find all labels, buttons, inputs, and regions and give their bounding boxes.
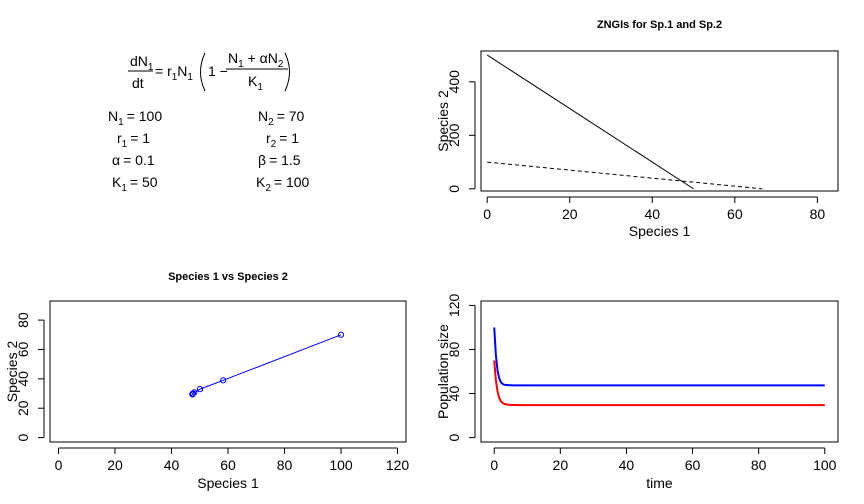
phase-x-tick-label: 20 [107,457,123,473]
zngi-chart: ZNGIs for Sp.1 and Sp.20 20 40 60 800200400S… [435,19,839,239]
timeseries-y-tick-label: 40 [446,386,462,402]
phase-title: Species 1 vs Species 2 [168,271,288,283]
phase-plot-frame [49,300,407,443]
phase-y-tick-label: 20 [15,400,31,416]
timeseries-series-0-line [493,327,825,387]
zngi-x-tick-label: 20 [562,206,578,222]
zngi-x-tick-label: 80 [810,206,826,222]
zngi-x-tick-label: 40 [644,206,660,222]
zngi-y-tick-label: 400 [446,70,462,94]
phase-x-tick-label: 80 [277,457,293,473]
phase-x-tick-label: 40 [164,457,180,473]
param-k1: K1 = 50 [112,174,158,194]
param-beta: β = 1.5 [258,152,301,168]
zngi-y-tick-label: 200 [446,123,462,147]
param-alpha: α = 0.1 [112,152,155,168]
timeseries-plot-frame [480,300,839,443]
timeseries-x-tick-label: 60 [685,457,701,473]
phase-y-tick-label: 0 [15,433,31,441]
timeseries-x-tick-label: 100 [813,457,837,473]
phase-y-tick-label: 60 [15,341,31,357]
timeseries-x-tick-label: 20 [553,457,569,473]
equation: dN1 dt = r1N1 1 − N1 + αN2 K1 [128,50,290,93]
eq-lhs-numerator: dN1 [130,53,154,73]
zngi-x-axis-label: Species 1 [629,223,691,239]
phase-x-tick-label: 120 [386,457,410,473]
zngi-series-0-line [486,54,694,190]
phase-y-tick-label: 80 [15,312,31,328]
phase-data-point [196,386,204,393]
eq-right-paren [284,52,290,92]
phase-data-point [189,391,196,398]
phase-data-point [191,389,198,396]
zngi-y-tick-label: 0 [446,185,462,193]
eq-frac-denominator: K1 [248,73,263,93]
params-right: N2 = 70 r2 = 1 β = 1.5 K2 = 100 [256,108,310,194]
timeseries-x-tick-label: 40 [619,457,635,473]
timeseries-series-1-line [493,360,825,407]
phase-series-0-line [191,334,342,395]
eq-left-paren [200,52,206,92]
phase-y-tick-label: 40 [15,371,31,387]
params-left: N1 = 100 r1 = 1 α = 0.1 K1 = 50 [108,108,162,194]
phase-x-tick-label: 60 [220,457,236,473]
phase-data-point [220,377,227,384]
phase-data-point [337,331,345,338]
phase-chart: Species 1 vs Species 2 0 20 40 60 80 100 120 0 20… [4,271,409,491]
timeseries-chart: 0 20 40 60 80 100 0 40 80 120 time Population size [435,294,839,491]
zngi-plot-frame [480,50,839,192]
timeseries-y-tick-label: 120 [446,294,462,318]
param-r1: r1 = 1 [117,130,150,150]
param-k2: K2 = 100 [256,174,310,194]
timeseries-x-tick-label: 0 [490,457,498,473]
eq-rhs-prefix: = r1N1 [155,63,193,83]
eq-lhs-denominator: dt [132,75,144,91]
timeseries-y-tick-label: 80 [446,341,462,357]
timeseries-y-axis-label: Population size [435,324,451,419]
eq-paren-one: 1 − [208,63,228,79]
phase-x-axis-label: Species 1 [197,475,259,491]
timeseries-x-axis-label: time [646,475,673,491]
zngi-series-1-line [487,161,763,190]
zngi-x-tick-label: 0 [483,206,491,222]
phase-x-tick-label: 100 [329,457,353,473]
phase-x-tick-label: 0 [55,457,63,473]
phase-y-axis-label: Species 2 [4,341,20,403]
zngi-y-axis-label: Species 2 [435,90,451,152]
zngi-title: ZNGIs for Sp.1 and Sp.2 [597,19,722,31]
timeseries-x-tick-label: 80 [751,457,767,473]
param-n2: N2 = 70 [258,108,305,128]
eq-frac-numerator: N1 + αN2 [228,50,284,70]
param-r2: r2 = 1 [266,130,299,150]
timeseries-y-tick-label: 0 [446,433,462,441]
param-n1: N1 = 100 [108,108,162,128]
zngi-x-tick-label: 60 [727,206,743,222]
